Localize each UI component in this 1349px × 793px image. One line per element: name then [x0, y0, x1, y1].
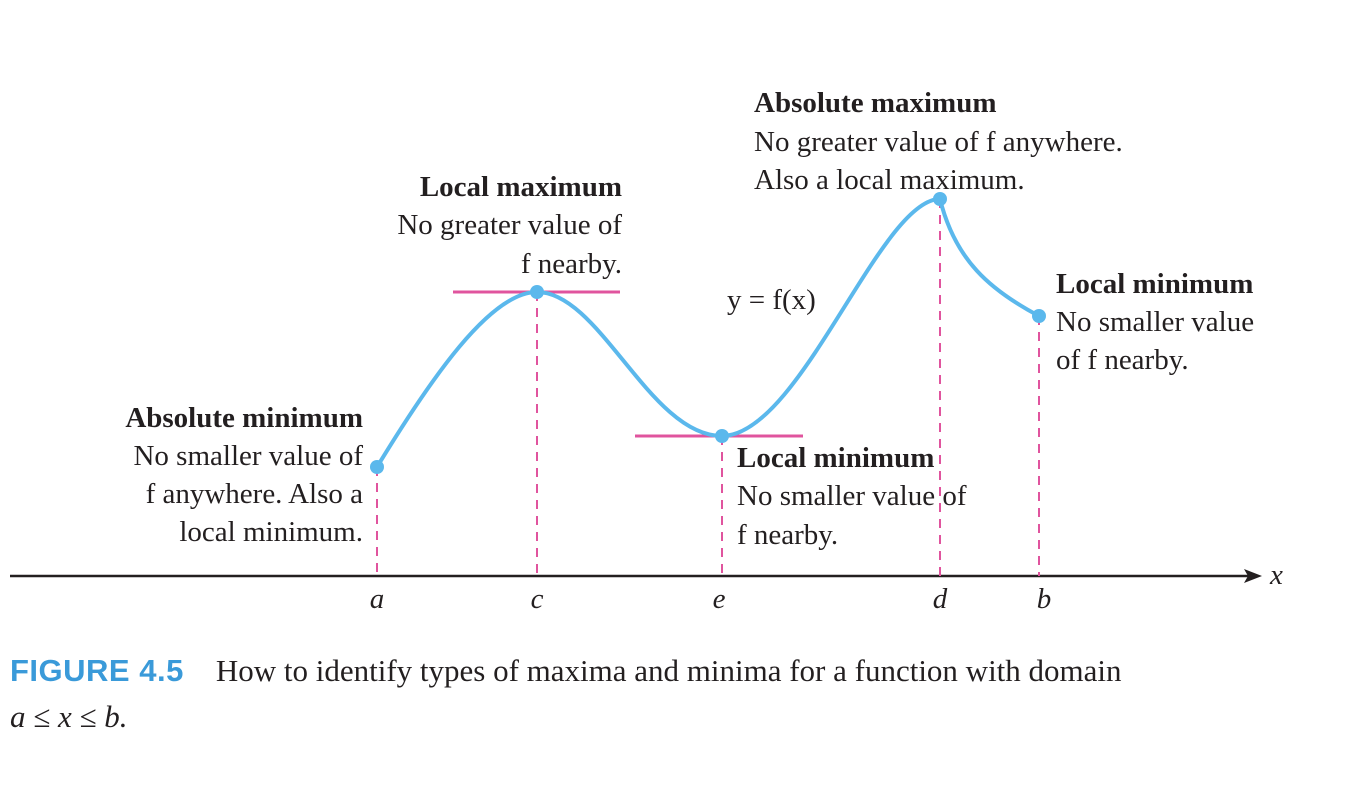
point-b — [1032, 309, 1046, 323]
x-axis-arrowhead — [1244, 569, 1262, 583]
key-points — [370, 192, 1046, 474]
tick-label-c: c — [531, 583, 544, 615]
tick-label-a: a — [370, 583, 385, 615]
point-d — [933, 192, 947, 206]
caption-domain: a ≤ x ≤ b. — [10, 699, 128, 734]
annotation-local-minimum-e: Local minimum No smaller value of f near… — [737, 442, 967, 551]
figure-number: FIGURE 4.5 — [10, 653, 184, 688]
annotation-line: Also a local maximum. — [754, 164, 1025, 196]
annotation-line: of f nearby. — [1056, 344, 1189, 376]
annotation-line: local minimum. — [179, 516, 363, 548]
annotation-line: No smaller value of — [133, 440, 363, 472]
annotation-line: f nearby. — [737, 519, 838, 551]
tick-label-d: d — [933, 583, 948, 615]
extrema-diagram: x a c e d b y = f(x) Absolute minimum No… — [10, 87, 1283, 615]
tick-label-e: e — [713, 583, 726, 615]
annotation-absolute-maximum: Absolute maximum No greater value of f a… — [754, 87, 1123, 196]
point-e — [715, 429, 729, 443]
annotation-line: f nearby. — [521, 248, 622, 280]
annotation-title: Local maximum — [420, 171, 622, 203]
annotation-title: Absolute minimum — [125, 402, 363, 434]
point-c — [530, 285, 544, 299]
annotation-line: No greater value of f anywhere. — [754, 126, 1123, 158]
annotation-line: No greater value of — [397, 209, 622, 241]
annotation-absolute-minimum: Absolute minimum No smaller value of f a… — [125, 402, 363, 548]
figure-caption: FIGURE 4.5 How to identify types of maxim… — [10, 648, 1330, 740]
annotation-local-minimum-b: Local minimum No smaller value of f near… — [1056, 268, 1254, 376]
annotation-line: No smaller value of — [737, 480, 967, 512]
x-axis-label: x — [1269, 559, 1283, 591]
annotation-title: Local minimum — [737, 442, 934, 474]
point-a — [370, 460, 384, 474]
annotation-local-maximum: Local maximum No greater value of f near… — [397, 171, 622, 280]
annotation-line: No smaller value — [1056, 306, 1254, 338]
dashed-guides — [376, 199, 1040, 576]
curve-label: y = f(x) — [727, 284, 816, 316]
annotation-line: f anywhere. Also a — [146, 478, 364, 510]
annotation-title: Absolute maximum — [754, 87, 996, 119]
caption-text: How to identify types of maxima and mini… — [215, 653, 1122, 688]
tick-label-b: b — [1037, 583, 1052, 615]
annotation-title: Local minimum — [1056, 268, 1253, 300]
